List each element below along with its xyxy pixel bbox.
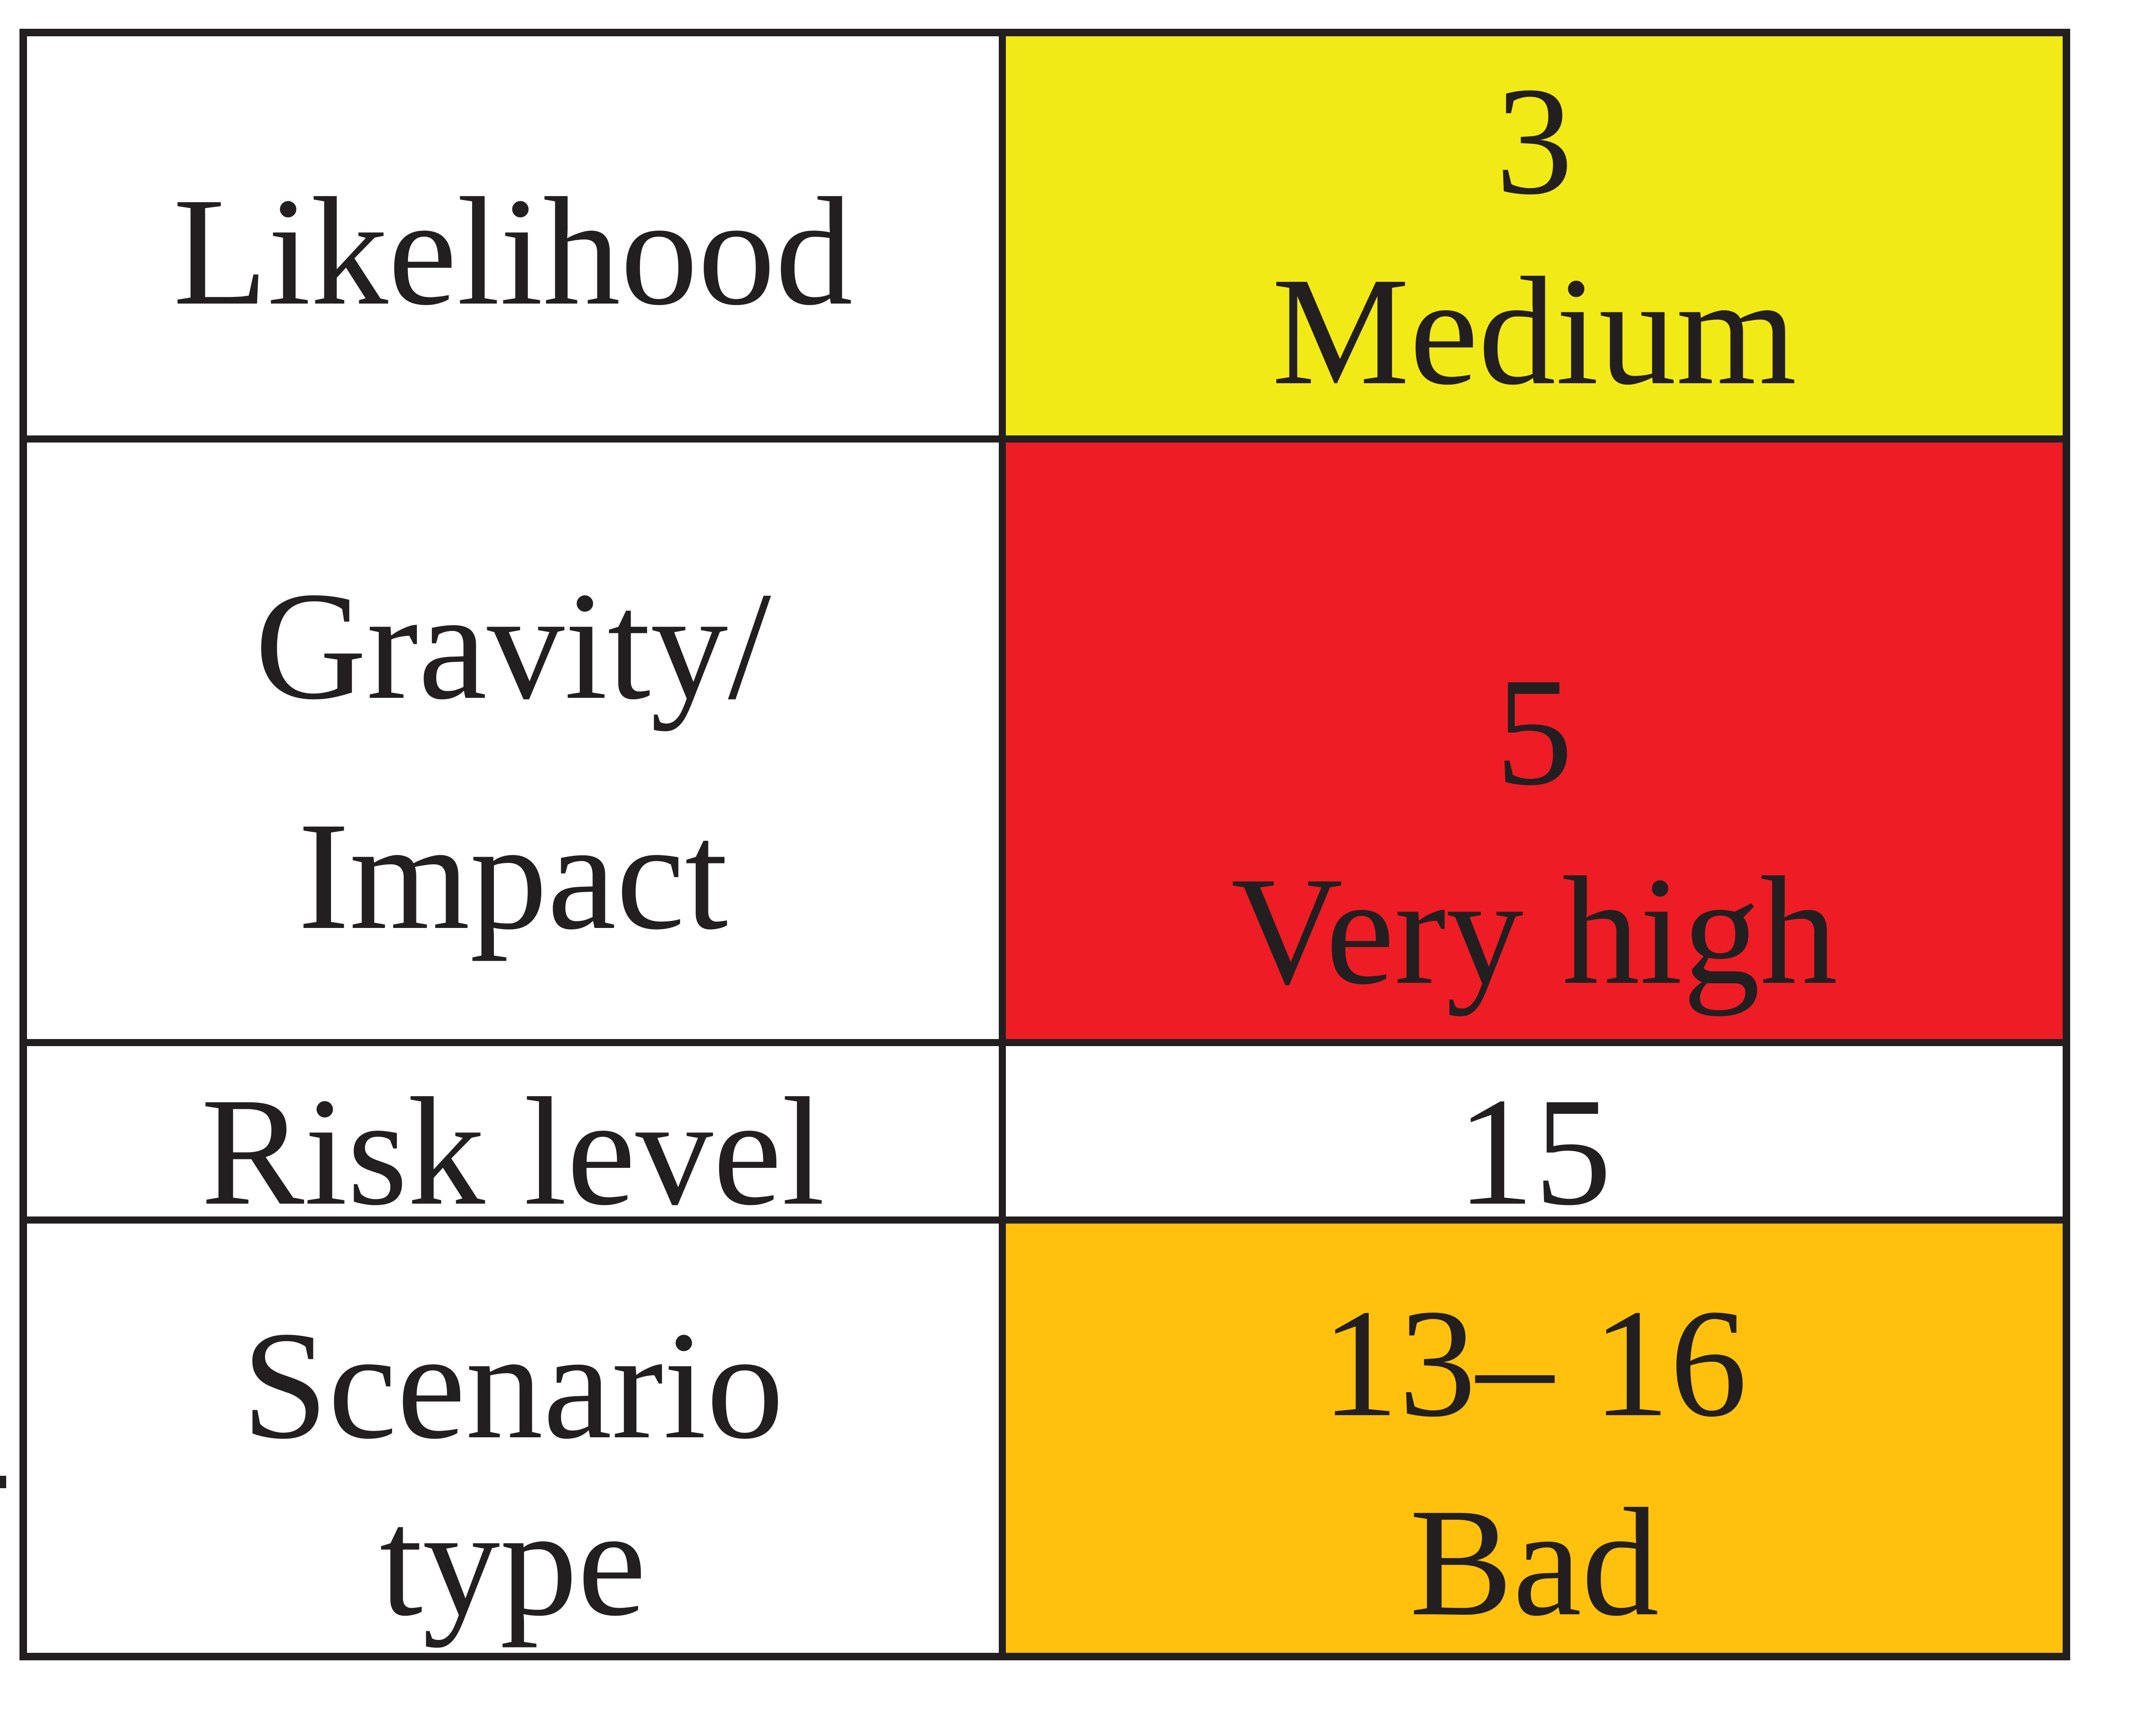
gravity-label-line2: Impact: [298, 790, 728, 962]
scenario-range: 13– 16: [1321, 1277, 1748, 1449]
scenario-type-label-cell: Scenario type: [27, 1224, 999, 1653]
likelihood-label: Likelihood: [173, 166, 853, 337]
gravity-label-line1: Gravity/: [254, 560, 771, 731]
scenario-label-line1: Scenario: [242, 1299, 784, 1471]
likelihood-score: 3: [1495, 55, 1573, 227]
gravity-impact-value-cell: 5 Very high: [1006, 443, 2063, 1039]
likelihood-value-cell: 3 Medium: [1006, 36, 2063, 435]
risk-level-value-cell: 15: [1006, 1046, 2063, 1237]
risk-level-label: Risk level: [201, 1065, 825, 1237]
likelihood-label-cell: Likelihood: [27, 36, 999, 435]
page-edge-scan-mark: [0, 1476, 6, 1488]
risk-level-score: 15: [1457, 1065, 1612, 1237]
scenario-type-value-cell: 13– 16 Bad: [1006, 1224, 2063, 1653]
gravity-rating: Very high: [1231, 845, 1838, 1016]
gravity-impact-label-cell: Gravity/ Impact: [27, 443, 999, 1039]
likelihood-rating: Medium: [1271, 245, 1797, 417]
risk-level-label-cell: Risk level: [27, 1046, 999, 1237]
scenario-label-line2: type: [379, 1476, 647, 1648]
risk-summary-table: Likelihood 3 Medium Gravity/ Impact 5 Ve…: [19, 29, 2070, 1660]
scenario-rating: Bad: [1409, 1476, 1659, 1648]
gravity-score: 5: [1495, 646, 1573, 817]
